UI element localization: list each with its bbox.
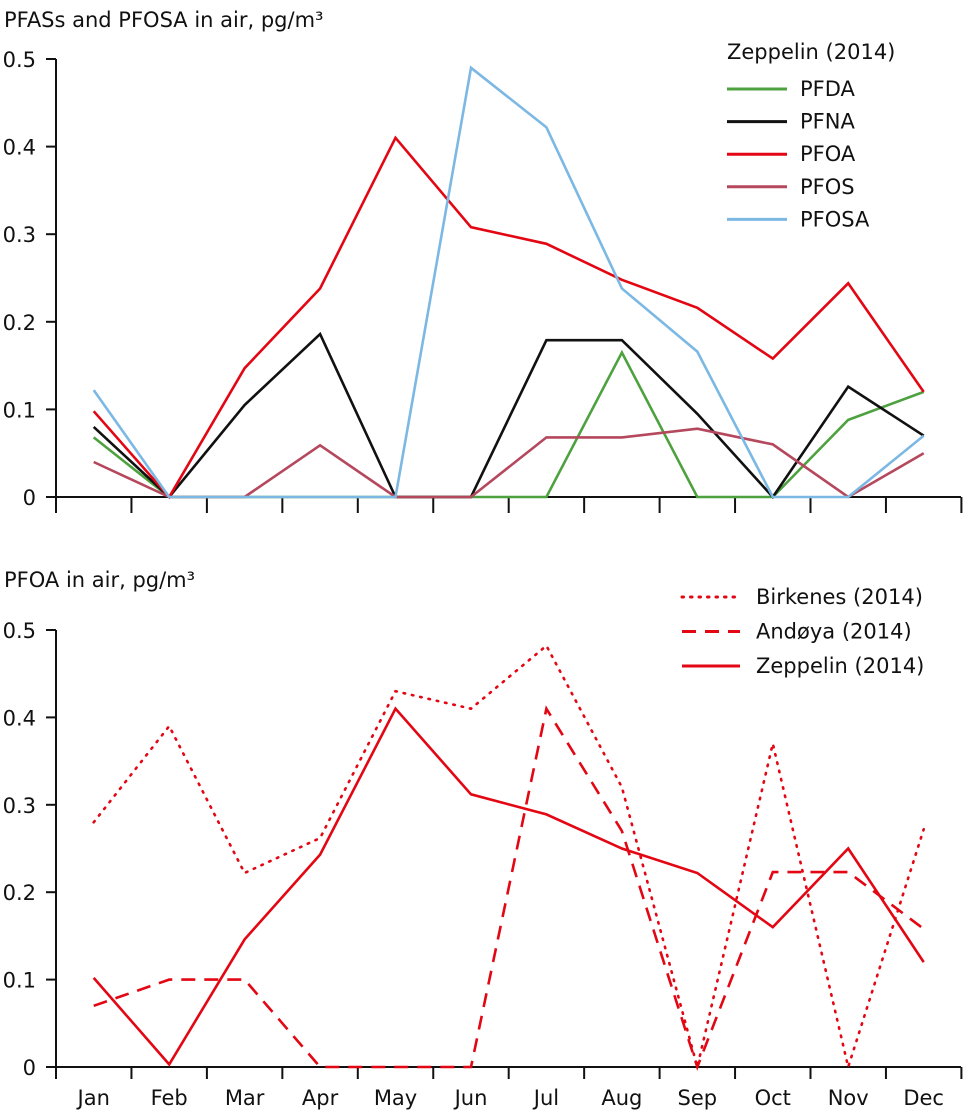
x-tick-label: Jan [76, 1086, 110, 1110]
series-line-and-ya-2014 [93, 705, 925, 1071]
x-tick-label: May [374, 1086, 417, 1110]
series-lines [92, 643, 926, 1072]
x-tick-label: Jul [532, 1086, 559, 1110]
series-line-pfosa [92, 65, 925, 499]
chart-title: PFASs and PFOSA in air, pg/m³ [4, 8, 323, 32]
y-tick-label: 0.2 [3, 311, 36, 335]
y-tick-label: 0.1 [3, 969, 36, 993]
legend: Birkenes (2014) Andøya (2014) Zeppelin (20… [680, 585, 924, 678]
chart-pfoa-stations: PFOA in air, pg/m³ 0 0.1 0.2 0.3 0.4 0.5 Jan Fe… [3, 568, 963, 1110]
y-tick-label: 0 [23, 486, 36, 510]
legend-label: Birkenes (2014) [756, 585, 923, 609]
y-tick-label: 0.5 [3, 619, 36, 643]
legend-label: PFOS [800, 175, 855, 199]
legend-label: Andøya (2014) [756, 620, 912, 644]
axes [55, 630, 961, 1068]
chart-pfas-pfosa: PFASs and PFOSA in air, pg/m³ 0 0.1 0.2 0.3… [3, 8, 963, 513]
x-tick-label: Oct [755, 1086, 791, 1110]
y-tick-label: 0.3 [3, 223, 36, 247]
x-tick-label: Feb [151, 1086, 188, 1110]
series-line-zeppelin-2014 [92, 706, 925, 1067]
legend-label: Zeppelin (2014) [756, 654, 924, 678]
legend: Zeppelin (2014) PFDA PFNA PFOA PFOS PFOSA [727, 40, 895, 231]
series-line-pfna [92, 331, 925, 500]
y-tick-label: 0.4 [3, 706, 36, 730]
legend-label: PFDA [800, 77, 856, 101]
x-tick-label: Nov [828, 1086, 869, 1110]
y-tick-label: 0.3 [3, 794, 36, 818]
x-tick-label: Aug [601, 1086, 642, 1110]
y-tick-label: 0.1 [3, 398, 36, 422]
y-tick-label: 0.4 [3, 136, 36, 160]
y-tick-label: 0 [23, 1056, 36, 1080]
x-tick-label: Apr [302, 1086, 339, 1110]
series-line-birkenes-2014 [92, 643, 926, 1072]
legend-title: Zeppelin (2014) [727, 40, 895, 64]
y-ticks: 0 0.1 0.2 0.3 0.4 0.5 Jan Feb Mar Apr May Jun Jul Aug… [3, 619, 963, 1110]
y-tick-label: 0.2 [3, 881, 36, 905]
legend-label: PFOSA [800, 207, 870, 231]
series-line-pfda [92, 349, 925, 499]
x-tick-label: Sep [678, 1086, 718, 1110]
y-tick-label: 0.5 [3, 48, 36, 72]
chart-title: PFOA in air, pg/m³ [4, 568, 195, 592]
legend-label: PFOA [800, 142, 856, 166]
x-tick-label: Mar [225, 1086, 265, 1110]
y-ticks: 0 0.1 0.2 0.3 0.4 0.5 [3, 48, 963, 513]
legend-label: PFNA [800, 110, 855, 134]
series-line-pfoa [92, 135, 925, 500]
series-lines [92, 65, 925, 500]
x-tick-label: Dec [903, 1086, 944, 1110]
x-tick-label: Jun [453, 1086, 488, 1110]
